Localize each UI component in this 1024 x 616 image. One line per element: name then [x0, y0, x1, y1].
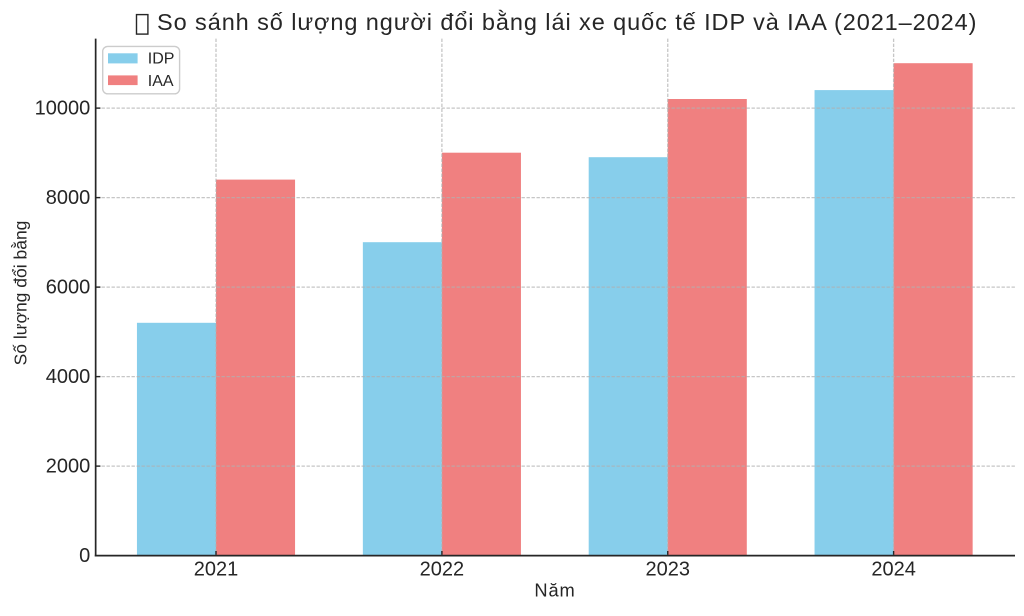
svg-text:Năm: Năm — [534, 580, 575, 601]
svg-text:2021: 2021 — [194, 559, 239, 581]
svg-text:2000: 2000 — [46, 456, 91, 478]
svg-text:4000: 4000 — [46, 366, 91, 388]
svg-text:So sánh số lượng người đổi bằn: So sánh số lượng người đổi bằng lái xe q… — [157, 9, 977, 35]
svg-text:10000: 10000 — [35, 98, 91, 120]
svg-text:2024: 2024 — [871, 559, 916, 581]
svg-text:8000: 8000 — [46, 187, 91, 209]
svg-text:6000: 6000 — [46, 277, 91, 299]
svg-text:2022: 2022 — [420, 559, 465, 581]
svg-text:Số lượng đổi bằng: Số lượng đổi bằng — [10, 221, 31, 366]
svg-text:IAA: IAA — [148, 73, 174, 90]
svg-text:IDP: IDP — [148, 51, 175, 68]
svg-text:0: 0 — [79, 545, 90, 567]
svg-text:2023: 2023 — [646, 559, 691, 581]
